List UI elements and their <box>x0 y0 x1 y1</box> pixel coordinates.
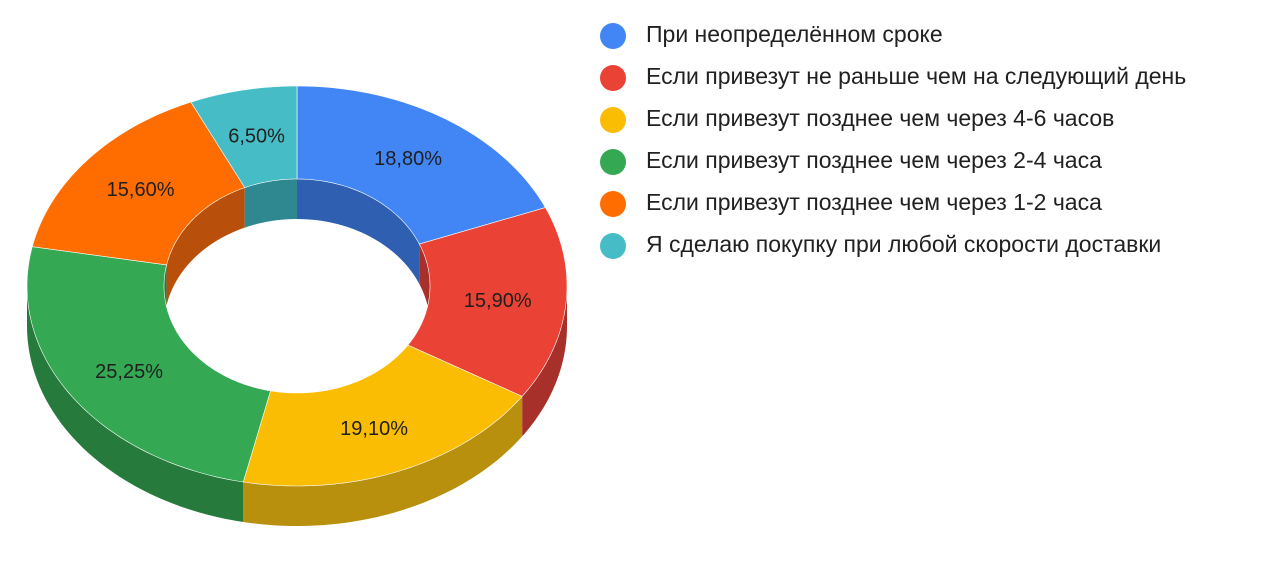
slice-label-0: 18,80% <box>374 148 442 170</box>
legend-label: Если привезут позднее чем через 2-4 часа <box>646 147 1102 173</box>
slice-5[interactable] <box>190 85 298 188</box>
legend-label: Если привезут позднее чем через 4-6 часо… <box>646 105 1115 131</box>
legend-item[interactable]: При неопределённом сроке <box>600 20 1260 49</box>
slice-label-1: 15,90% <box>464 290 532 312</box>
legend-swatch <box>600 107 626 133</box>
legend-item[interactable]: Я сделаю покупку при любой скорости дост… <box>600 230 1260 259</box>
legend-label: Я сделаю покупку при любой скорости дост… <box>646 231 1162 257</box>
slice-inner-wall-0 <box>297 179 420 285</box>
legend-label: При неопределённом сроке <box>646 21 943 47</box>
slice-label-5: 6,50% <box>228 126 285 148</box>
slice-outer-wall-3 <box>27 286 244 522</box>
legend-swatch <box>600 23 626 49</box>
chart-legend: При неопределённом сроке Если привезут не… <box>600 20 1260 272</box>
donut-label-layer: 18,80% 15,90% 19,10% 25,25% 15,60% 6,50% <box>95 126 532 440</box>
slice-label-2: 19,10% <box>340 418 408 440</box>
donut-side-layer <box>27 179 567 526</box>
legend-swatch <box>600 149 626 175</box>
slice-label-3: 25,25% <box>95 361 163 383</box>
legend-swatch <box>600 233 626 259</box>
legend-item[interactable]: Если привезут позднее чем через 1-2 часа <box>600 188 1260 217</box>
legend-item[interactable]: Если привезут позднее чем через 2-4 часа <box>600 146 1260 175</box>
legend-swatch <box>600 191 626 217</box>
donut-chart: 18,80% 15,90% 19,10% 25,25% 15,60% 6,50% <box>0 0 600 582</box>
slice-inner-wall-1 <box>419 244 430 326</box>
donut-chart-svg: 18,80% 15,90% 19,10% 25,25% 15,60% 6,50% <box>26 85 568 526</box>
slice-inner-wall-4 <box>166 187 245 305</box>
slice-label-4: 15,60% <box>107 179 175 201</box>
donut-top-layer <box>26 85 568 487</box>
legend-label: Если привезут не раньше чем на следующий… <box>646 63 1187 89</box>
slice-outer-wall-2 <box>243 396 523 526</box>
slice-inner-wall-5 <box>244 179 297 228</box>
slice-outer-wall-1 <box>522 286 567 437</box>
legend-swatch <box>600 65 626 91</box>
legend-item[interactable]: Если привезут не раньше чем на следующий… <box>600 62 1260 91</box>
legend-item[interactable]: Если привезут позднее чем через 4-6 часо… <box>600 104 1260 133</box>
legend-label: Если привезут позднее чем через 1-2 часа <box>646 189 1102 215</box>
